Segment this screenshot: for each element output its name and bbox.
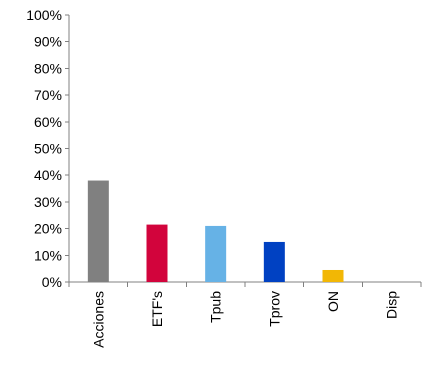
x-axis: Acciones ETF's Tpub Tprov ON Disp bbox=[68, 281, 422, 348]
y-tick-label: 10% bbox=[34, 247, 62, 263]
bar-etf-s bbox=[146, 224, 168, 282]
y-tick-label: 80% bbox=[34, 60, 62, 76]
x-category-label: Disp bbox=[384, 291, 400, 319]
y-tick-label: 60% bbox=[34, 114, 62, 130]
x-category-label: Tprov bbox=[266, 291, 282, 327]
y-tick-label: 30% bbox=[34, 194, 62, 210]
x-category-label: Tpub bbox=[208, 291, 224, 323]
y-tick-label: 0% bbox=[42, 274, 62, 290]
bars bbox=[87, 180, 344, 282]
y-axis: 0% 10% 20% 30% 40% 50% 60% 70% 80% 90% 100% bbox=[26, 7, 70, 290]
y-tick-label: 20% bbox=[34, 221, 62, 237]
y-tick-label: 90% bbox=[34, 34, 62, 50]
y-tick-label: 50% bbox=[34, 141, 62, 157]
bar-tpub bbox=[205, 225, 227, 282]
bar-acciones bbox=[87, 180, 109, 282]
bar-on bbox=[322, 269, 344, 282]
x-category-label: ETF's bbox=[149, 291, 165, 327]
x-category-label: Acciones bbox=[90, 291, 106, 348]
y-tick-label: 40% bbox=[34, 167, 62, 183]
y-tick-label: 100% bbox=[26, 7, 62, 23]
x-category-label: ON bbox=[325, 291, 341, 312]
bar-tprov bbox=[263, 241, 285, 282]
y-tick-label: 70% bbox=[34, 87, 62, 103]
